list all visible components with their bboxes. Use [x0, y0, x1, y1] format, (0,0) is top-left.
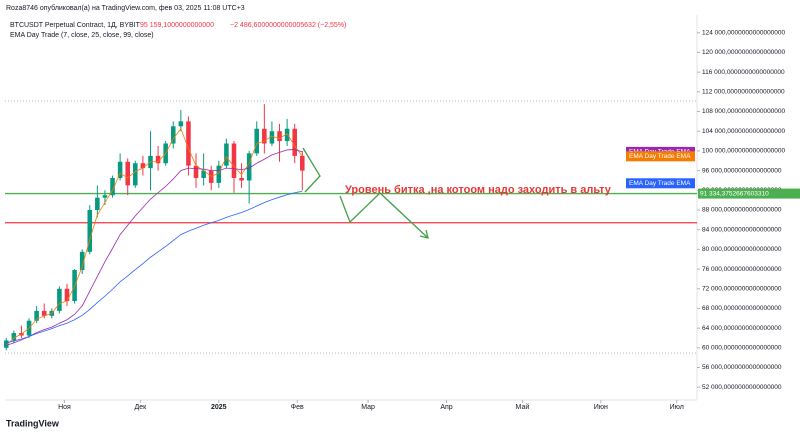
y-tick-label: 88 000,0000000000000000: [702, 207, 782, 214]
legend-entry: EMA Day Trade EMA: [629, 153, 691, 160]
candle-body: [224, 143, 229, 166]
ema-line: [6, 149, 303, 346]
candle-body: [246, 153, 252, 181]
y-tick-label: 68 000,0000000000000000: [702, 305, 782, 312]
candle-body: [178, 121, 184, 127]
candle-body: [102, 195, 108, 198]
candle-body: [140, 163, 146, 169]
y-tick-label: 56 000,0000000000000000: [702, 364, 782, 371]
x-tick-label: Апр: [440, 404, 452, 411]
candle-body: [3, 340, 9, 348]
candle-body: [11, 333, 17, 341]
candle-body: [87, 209, 93, 252]
candle-body: [262, 128, 267, 144]
price-tag-label: 91 334,3752667603310: [700, 190, 769, 197]
y-tick-label: 112 000,0000000000000000: [702, 89, 785, 96]
x-tick-label: 2025: [211, 404, 227, 411]
symbol: BTCUSDT Perpetual Contract, 1Д, BYBIT: [10, 22, 141, 29]
y-tick-label: 76 000,0000000000000000: [702, 266, 782, 273]
annotation: Уровень битка ,на котоом надо заходить в…: [345, 184, 612, 196]
candle-body: [277, 131, 282, 142]
candle-body: [284, 128, 290, 142]
candle-body: [64, 288, 70, 302]
y-tick-label: 60 000,0000000000000000: [702, 345, 782, 352]
x-tick-label: Май: [516, 403, 530, 411]
candle-body: [34, 310, 39, 321]
candle-body: [201, 170, 206, 178]
candle-body: [79, 251, 85, 271]
candle-body: [133, 163, 138, 186]
candle-body: [125, 161, 130, 186]
candle-body: [239, 177, 244, 181]
y-tick-label: 100 000,0000000000000000: [702, 148, 786, 155]
candle-body: [193, 165, 199, 178]
price-tag: [698, 188, 800, 199]
x-tick-label: Дек: [135, 404, 148, 411]
candle-body: [300, 155, 305, 171]
plot: 124 000,0000000000000000 120 000,00000000…: [3, 29, 800, 411]
candle-body: [57, 288, 62, 311]
candle-body: [110, 177, 115, 196]
candle-body: [186, 121, 191, 166]
author: Roza8746 опубликовал(а) на TradingView.c…: [6, 4, 245, 12]
legend-badge: [626, 151, 695, 162]
legend-entry: EMA Day Trade EMA: [629, 180, 691, 187]
y-tick-label: 52 000,0000000000000000: [702, 384, 782, 391]
ema-line: [5, 127, 303, 346]
y-tick-label: 124 000,0000000000000000: [702, 29, 786, 36]
x-tick-label: Июл: [670, 404, 684, 411]
x-tick-label: Фев: [291, 404, 304, 411]
candle-body: [231, 143, 237, 178]
y-tick-label: 104 000,0000000000000000: [702, 128, 786, 135]
x-tick-label: Июн: [594, 404, 608, 411]
indicator: EMA Day Trade (7, close, 25, close, 99, …: [10, 32, 154, 39]
brand: TradingView: [6, 418, 60, 428]
y-tick-label: 80 000,0000000000000000: [702, 246, 782, 253]
candle-body: [269, 131, 275, 144]
candle-body: [292, 128, 297, 156]
candle-body: [155, 155, 161, 164]
candle-body: [95, 197, 100, 210]
y-tick-label: 72 000,0000000000000000: [702, 285, 782, 292]
candle-body: [41, 310, 47, 316]
x-tick-label: Мар: [361, 404, 375, 411]
price: 95 159,1000000000000: [140, 22, 214, 29]
candle-body: [170, 126, 176, 144]
y-tick-label: 108 000,0000000000000000: [702, 108, 786, 115]
y-tick-label: 84 000,0000000000000000: [702, 226, 782, 233]
y-tick-label: 64 000,0000000000000000: [702, 325, 782, 332]
candle-body: [117, 161, 123, 178]
y-tick-label: 96 000,0000000000000000: [702, 167, 782, 174]
ema-line: [6, 190, 303, 344]
x-tick-label: Ноя: [58, 404, 71, 411]
candle-body: [216, 165, 222, 183]
drawn-arrows: [302, 147, 429, 239]
change: −2 486,6000000000005632 (−2,55%): [230, 22, 346, 29]
candle-body: [254, 128, 260, 154]
y-tick-label: 116 000,0000000000000000: [702, 69, 785, 76]
y-tick-label: 120 000,0000000000000000: [702, 49, 786, 56]
legend-badge: [626, 178, 695, 189]
